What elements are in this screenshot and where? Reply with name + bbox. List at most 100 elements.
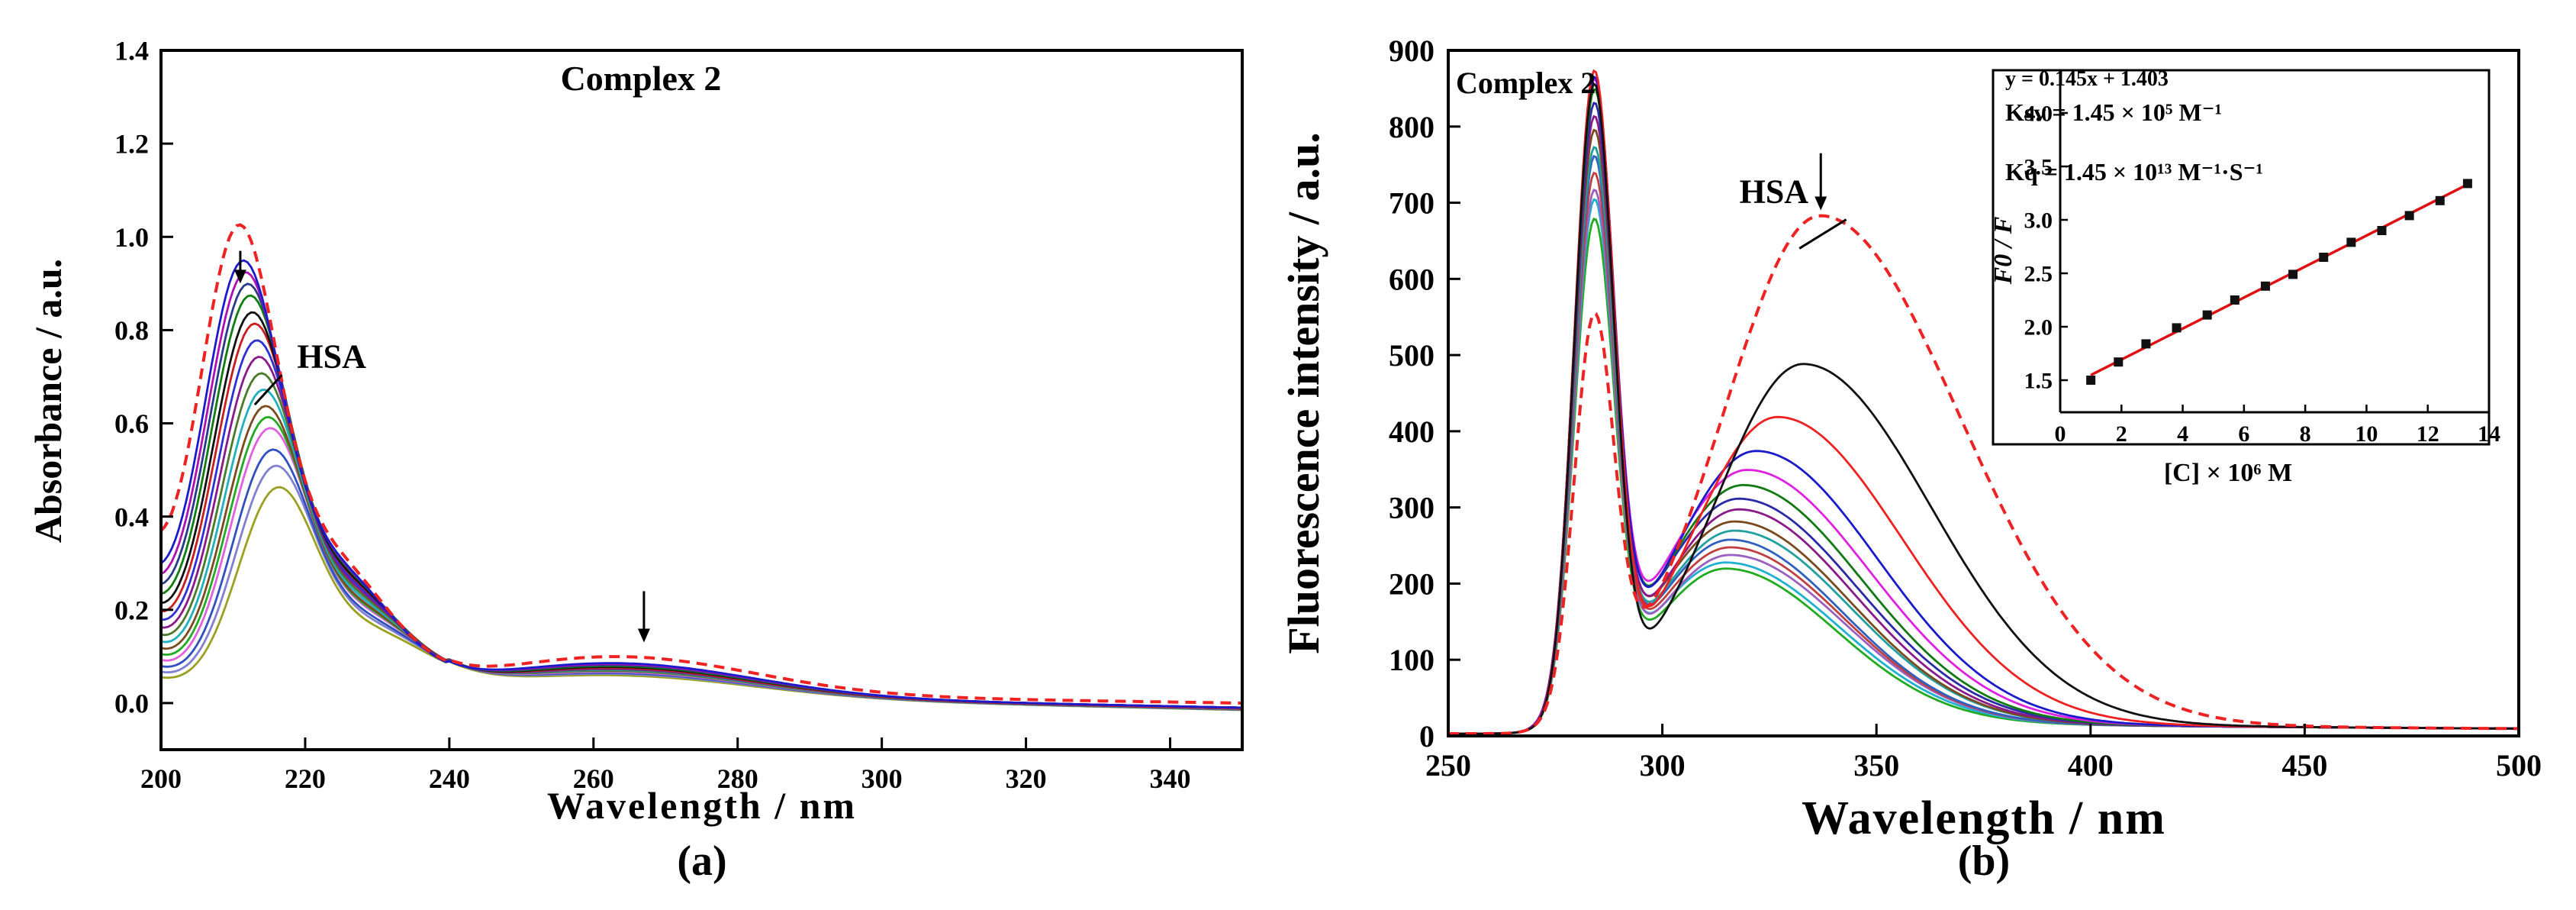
x-tick-label: 250: [1425, 748, 1471, 783]
hump-arrow-head: [637, 628, 650, 643]
inset-ylabel: F0 / F: [1989, 216, 2017, 285]
panel-a-title: Complex 2: [561, 59, 722, 98]
x-tick-label: 400: [2068, 748, 2114, 783]
panel-b-plot-frame: [1447, 49, 2520, 737]
inset-chart: 0 2 4 6 8 10 12 141.52.02.53.03.54.0 y = 0.145x…: [1989, 67, 2500, 487]
y-tick-label: 900: [1389, 34, 1435, 68]
panel-b-label: (b): [1958, 837, 2010, 885]
panel-a-ylabel: Absorbance / a.u.: [27, 259, 69, 543]
y-tick-label: 1.4: [114, 36, 149, 66]
inset-fit-label: y = 0.145x + 1.403: [2005, 67, 2169, 91]
inset-plot: 0 2 4 6 8 10 12 141.52.02.53.03.54.0: [2024, 70, 2500, 447]
y-tick-label: 1.5: [2024, 369, 2053, 394]
x-tick-label: 6: [2238, 421, 2249, 447]
inset-background: [1992, 69, 2491, 446]
series-line-s6: [160, 322, 1243, 710]
y-tick-label: 400: [1389, 415, 1435, 449]
y-tick-label: 3.0: [2024, 208, 2053, 234]
y-tick-label: 600: [1389, 262, 1435, 296]
y-tick-label: 0.2: [114, 595, 149, 625]
inset-data-point: [2377, 226, 2387, 235]
inset-data-point: [2319, 253, 2329, 262]
y-tick-label: 300: [1389, 491, 1435, 525]
inset-data-point: [2141, 339, 2151, 349]
inset-data-point: [2086, 376, 2096, 385]
x-tick-label: 320: [1006, 763, 1047, 794]
hsa-leader-line: [1798, 218, 1847, 250]
x-tick-label: 340: [1150, 763, 1191, 794]
x-tick-label: 350: [1853, 748, 1899, 783]
inset-data-point: [2230, 295, 2240, 305]
y-tick-label: 4.0: [2024, 102, 2053, 127]
y-tick-label: 0.6: [114, 408, 149, 439]
x-tick-label: 260: [573, 763, 614, 794]
series-line-s9: [160, 372, 1243, 710]
y-tick-label: 2.5: [2024, 262, 2053, 287]
x-tick-label: 300: [1640, 748, 1686, 783]
y-tick-label: 0.4: [114, 502, 149, 532]
peak-arrow-head: [1814, 196, 1827, 211]
x-tick-label: 220: [285, 763, 326, 794]
series-line-HSA: [1448, 214, 2519, 735]
panel-b-ylabel: Fluorescence intensity / a.u.: [1279, 132, 1328, 654]
y-tick-label: 500: [1389, 338, 1435, 373]
y-tick-label: 1.0: [114, 222, 149, 253]
y-tick-label: 1.2: [114, 129, 149, 160]
inset-data-point: [2288, 269, 2298, 279]
inset-data-point: [2202, 310, 2212, 320]
inset-xlabel: [C] × 10⁶ M: [2164, 459, 2292, 487]
inset-data-point: [2404, 211, 2414, 221]
x-tick-label: 500: [2496, 748, 2542, 783]
x-tick-label: 0: [2055, 421, 2066, 447]
panel-a-xlabel: Wavelength / nm: [547, 784, 857, 827]
y-tick-label: 2.0: [2024, 315, 2053, 340]
panel-b-axes: 250 300 350 400 450 5000100200300400500600700…: [1389, 34, 2542, 783]
x-tick-label: 2: [2116, 421, 2127, 447]
panel-b-xlabel: Wavelength / nm: [1802, 792, 2166, 844]
x-tick-label: 12: [2417, 421, 2439, 447]
x-tick-label: 8: [2300, 421, 2311, 447]
peak-arrow-head: [233, 269, 246, 284]
y-tick-label: 0: [1419, 719, 1435, 753]
inset-data-point: [2346, 237, 2356, 247]
series-line-s1: [160, 259, 1243, 709]
hsa-annotation: HSA: [297, 337, 366, 375]
panel-b-curves: [1448, 69, 2519, 735]
inset-data-point: [2114, 357, 2124, 367]
panel-a: 200 220 240 260 280 300 320 340 0.0 0.2 0.4 0.6 0.8 1…: [27, 36, 1244, 885]
x-tick-label: 450: [2281, 748, 2327, 783]
x-tick-label: 240: [429, 763, 470, 794]
x-tick-label: 4: [2177, 421, 2188, 447]
panel-a-plot-frame: [159, 49, 1244, 751]
panel-b: 250 300 350 400 450 5000100200300400500600700…: [1279, 34, 2542, 885]
panel-a-annotations: HSA: [233, 250, 650, 643]
panel-b-title: Complex 2: [1456, 66, 1596, 100]
hsa-annotation: HSA: [1740, 173, 1809, 211]
series-line-HSA: [159, 223, 1242, 705]
x-tick-label: 280: [717, 763, 758, 794]
inset-data-point: [2172, 323, 2182, 333]
x-tick-label: 300: [861, 763, 903, 794]
y-tick-label: 0.0: [114, 689, 149, 719]
x-tick-label: 10: [2355, 421, 2378, 447]
panel-a-curves: [159, 223, 1243, 712]
inset-ksv-label: Ksv = 1.45 × 10⁵ M⁻¹: [2005, 98, 2222, 126]
inset-data-point: [2435, 195, 2445, 205]
x-tick-label: 200: [140, 763, 182, 794]
series-line-s13: [160, 427, 1243, 711]
panel-b-annotations: HSA: [1740, 153, 1847, 250]
inset-data-point: [2462, 179, 2472, 189]
y-tick-label: 200: [1389, 566, 1435, 601]
panel-a-axes: 200 220 240 260 280 300 320 340 0.0 0.2 0.4 0.6 0.8 1…: [114, 36, 1191, 794]
y-tick-label: 0.8: [114, 315, 149, 346]
hsa-leader-line: [253, 374, 283, 406]
y-tick-label: 700: [1389, 186, 1435, 221]
inset-data-point: [2260, 281, 2270, 291]
inset-kq-label: Kq = 1.45 × 10¹³ M⁻¹·S⁻¹: [2005, 158, 2263, 186]
y-tick-label: 800: [1389, 110, 1435, 144]
panel-a-label: (a): [677, 837, 726, 885]
y-tick-label: 3.5: [2024, 155, 2053, 180]
inset-frame: [1992, 69, 2491, 446]
y-tick-label: 100: [1389, 643, 1435, 677]
